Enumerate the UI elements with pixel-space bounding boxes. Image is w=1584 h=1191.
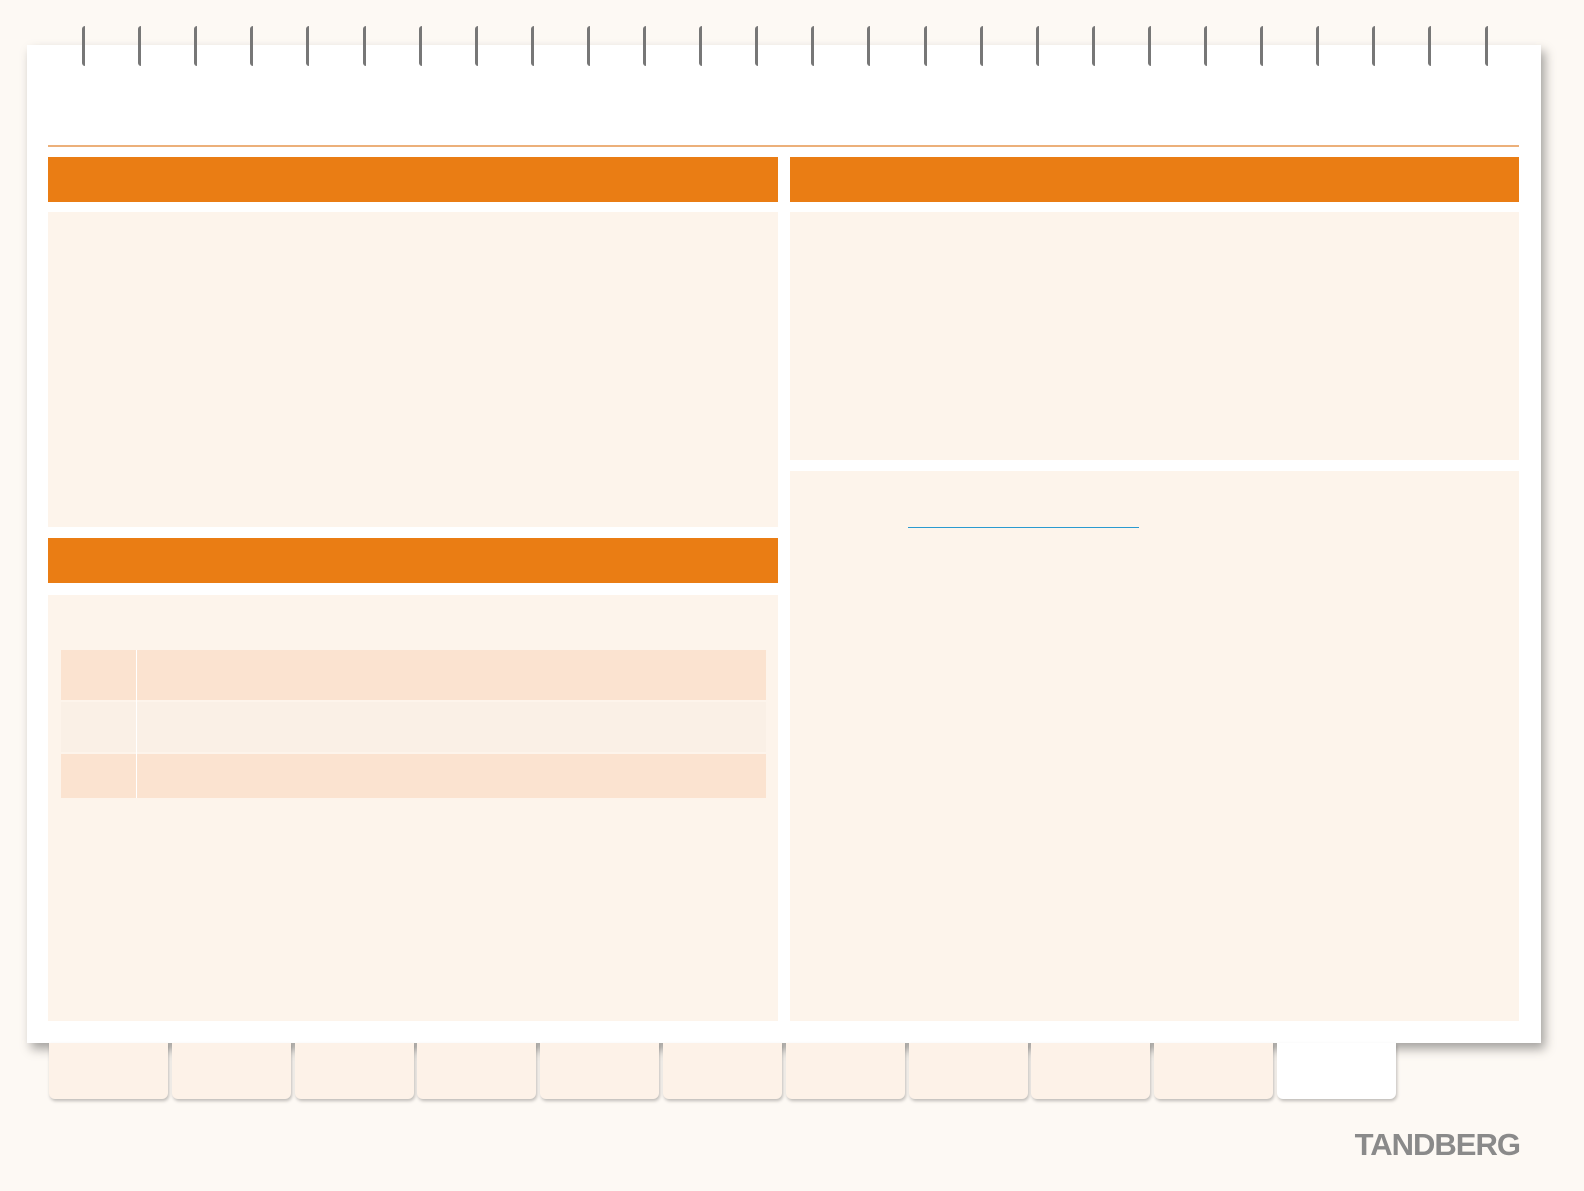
section-header	[790, 157, 1519, 202]
ring	[923, 26, 933, 66]
table-row	[61, 754, 766, 798]
content-panel	[48, 212, 778, 527]
tab[interactable]	[540, 1043, 660, 1099]
tab[interactable]	[1031, 1043, 1151, 1099]
tab[interactable]	[908, 1043, 1028, 1099]
ring	[82, 26, 91, 66]
tab[interactable]	[49, 1043, 168, 1099]
content-panel	[790, 471, 1519, 1021]
tab[interactable]	[294, 1043, 414, 1099]
tab[interactable]	[663, 1043, 782, 1099]
ring	[1484, 26, 1494, 66]
tab[interactable]	[1277, 1043, 1396, 1099]
section-header	[48, 157, 778, 202]
logo: TANDBERG	[1354, 1127, 1521, 1162]
ring	[1316, 26, 1325, 66]
content-panel	[790, 212, 1519, 460]
ring	[362, 26, 372, 66]
table-row	[61, 702, 766, 752]
ring	[418, 26, 428, 66]
ring	[1260, 26, 1269, 66]
tab[interactable]	[785, 1043, 905, 1099]
ring	[1428, 26, 1437, 66]
table-divider	[136, 650, 137, 798]
ring	[306, 26, 315, 66]
ring	[1091, 26, 1101, 66]
table-row	[61, 650, 766, 700]
ring	[979, 26, 989, 66]
ring	[755, 26, 764, 66]
ring	[1204, 26, 1213, 66]
ring	[1372, 26, 1381, 66]
ring	[811, 26, 820, 66]
ring	[474, 26, 484, 66]
ring	[699, 26, 708, 66]
tab[interactable]	[1154, 1043, 1274, 1099]
header-rule	[48, 145, 1519, 147]
ring	[586, 26, 596, 66]
ring	[138, 26, 147, 66]
ring	[1035, 26, 1045, 66]
tab[interactable]	[171, 1043, 291, 1099]
tab[interactable]	[417, 1043, 537, 1099]
ring	[194, 26, 203, 66]
ring	[643, 26, 652, 66]
ring	[250, 26, 259, 66]
ring	[867, 26, 876, 66]
ring	[530, 26, 540, 66]
link-underline[interactable]	[908, 527, 1139, 528]
section-header	[48, 538, 778, 583]
ring	[1147, 26, 1157, 66]
